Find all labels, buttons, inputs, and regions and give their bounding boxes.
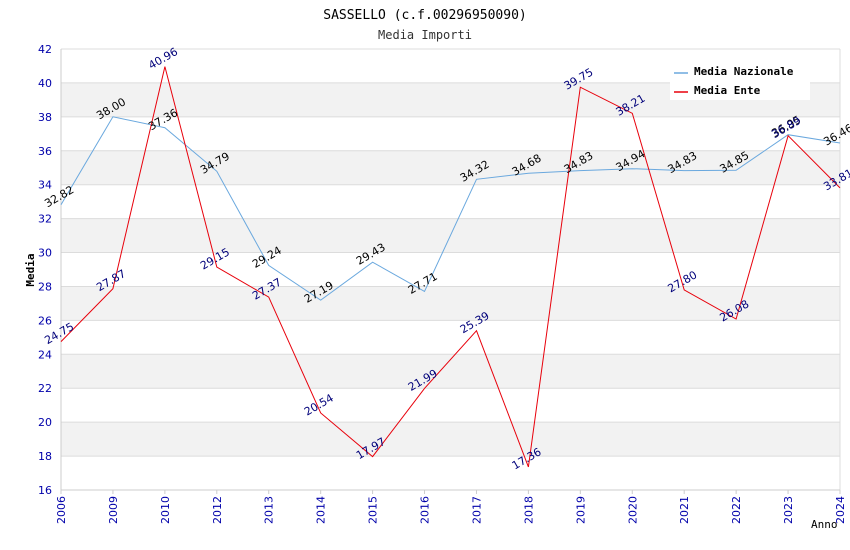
y-tick-label: 26 <box>38 314 52 327</box>
plot-band <box>61 456 840 490</box>
legend-box <box>670 58 810 100</box>
x-tick-label: 2009 <box>107 496 120 524</box>
y-tick-label: 42 <box>38 43 52 56</box>
plot-band <box>61 422 840 457</box>
y-tick-label: 20 <box>38 416 52 429</box>
y-tick-label: 40 <box>38 77 52 90</box>
x-tick-label: 2020 <box>626 496 639 524</box>
x-tick-label: 2016 <box>419 496 432 524</box>
plot-band <box>61 184 840 219</box>
series-line-media-ente <box>60 66 841 468</box>
legend-label-media-nazionale: Media Nazionale <box>694 65 794 78</box>
x-tick-label: 2024 <box>834 496 847 524</box>
x-tick-label: 2013 <box>263 496 276 524</box>
y-axis-label: Media <box>24 253 37 286</box>
y-tick-label: 16 <box>38 484 52 497</box>
plot-band <box>61 320 840 355</box>
plot-band <box>61 286 840 321</box>
series-line-media-nazionale <box>60 116 841 301</box>
chart-subtitle: Media Importi <box>378 28 472 42</box>
chart-title: SASSELLO (c.f.00296950090) <box>323 8 527 23</box>
x-tick-label: 2014 <box>315 496 328 524</box>
plot-bands <box>61 49 840 490</box>
x-axis-ticks: 2006 2009 2010 2012 2013 2014 2015 2016 2017 2018… <box>55 490 847 524</box>
x-tick-label: 2017 <box>470 496 483 524</box>
x-tick-label: 2023 <box>782 496 795 524</box>
series-lines <box>60 66 841 468</box>
legend-label-media-ente: Media Ente <box>694 84 761 97</box>
plot-band <box>61 388 840 423</box>
x-tick-label: 2022 <box>730 496 743 524</box>
plot-band <box>61 252 840 287</box>
axes <box>60 49 840 491</box>
y-axis-ticks: 16 18 20 22 24 26 28 30 32 34 36 38 40 42 <box>38 43 52 497</box>
x-tick-label: 2018 <box>522 496 535 524</box>
y-tick-label: 22 <box>38 382 52 395</box>
y-tick-label: 24 <box>38 348 52 361</box>
x-tick-label: 2019 <box>574 496 587 524</box>
y-tick-label: 30 <box>38 247 52 260</box>
y-tick-label: 38 <box>38 111 52 124</box>
x-tick-label: 2015 <box>367 496 380 524</box>
y-tick-label: 34 <box>38 179 52 192</box>
x-tick-label: 2012 <box>211 496 224 524</box>
x-axis-label: Anno <box>811 518 838 531</box>
x-tick-label: 2021 <box>678 496 691 524</box>
plot-band <box>61 116 840 151</box>
y-tick-label: 36 <box>38 145 52 158</box>
y-tick-label: 32 <box>38 213 52 226</box>
gridlines <box>61 48 841 491</box>
legend: Media Nazionale Media Ente <box>670 58 810 100</box>
y-tick-label: 18 <box>38 450 52 463</box>
y-tick-label: 28 <box>38 280 52 293</box>
x-tick-label: 2010 <box>159 496 172 524</box>
x-tick-label: 2006 <box>55 496 68 524</box>
